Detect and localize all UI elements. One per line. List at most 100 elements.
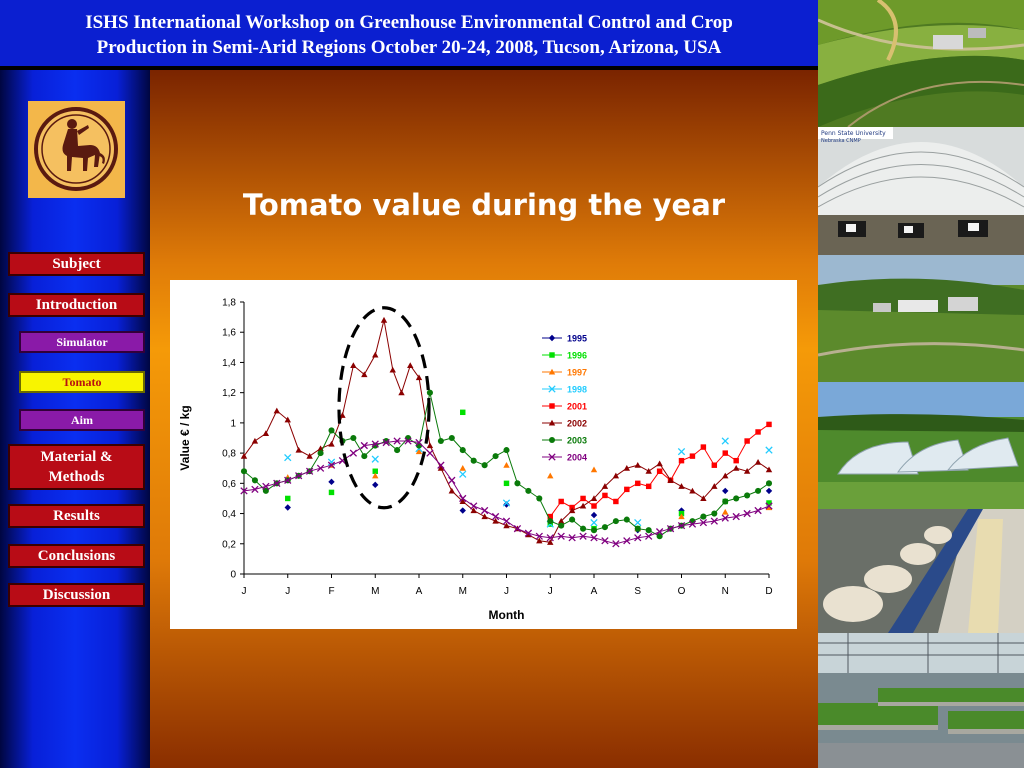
series-2002-point bbox=[689, 487, 696, 494]
series-2003-point bbox=[394, 447, 401, 454]
series-2004-point bbox=[634, 534, 642, 542]
series-2001-point bbox=[635, 480, 641, 487]
x-tick-label: J bbox=[504, 586, 509, 597]
series-2004-point bbox=[732, 512, 740, 521]
x-tick-label: A bbox=[416, 586, 423, 597]
series-2003-point bbox=[492, 453, 499, 460]
x-tick-label: J bbox=[242, 586, 247, 597]
nav-introduction-button[interactable]: Introduction bbox=[8, 293, 145, 317]
series-2002-point bbox=[284, 416, 291, 423]
series-2003-point bbox=[711, 510, 718, 517]
series-2004-point bbox=[535, 532, 543, 540]
y-tick-label: 1,8 bbox=[222, 298, 236, 309]
series-2002-point bbox=[251, 437, 259, 444]
nav-discussion-button[interactable]: Discussion bbox=[8, 583, 145, 607]
tomato-value-chart: 0 0,2 0,4 0,6 0,8 1 1,2 1,4 1,6 1,8 J J F M A M J J A S O N D M… bbox=[170, 280, 797, 629]
workshop-header: ISHS International Workshop on Greenhous… bbox=[0, 0, 818, 68]
series-1997-point bbox=[547, 472, 554, 479]
photo-caption-1: Penn State University bbox=[821, 130, 886, 137]
series-1997-point bbox=[372, 472, 379, 479]
series-2003-point bbox=[765, 480, 773, 487]
series-2002-point bbox=[492, 517, 499, 524]
series-2001-point bbox=[580, 495, 586, 502]
nav-results-button[interactable]: Results bbox=[8, 504, 145, 528]
x-tick-label: F bbox=[328, 586, 334, 597]
chart-svg: 0 0,2 0,4 0,6 0,8 1 1,2 1,4 1,6 1,8 J J F M A M J J A S O N D M… bbox=[178, 298, 773, 622]
nav-tomato-button[interactable]: Tomato bbox=[19, 371, 145, 393]
series-2004-point bbox=[601, 537, 609, 545]
series-1998-point bbox=[634, 518, 642, 527]
nav-simulator-button[interactable]: Simulator bbox=[19, 331, 145, 353]
series-2004-point bbox=[645, 532, 653, 540]
series-2003-point bbox=[251, 477, 258, 484]
legend-label: 1995 bbox=[567, 334, 587, 344]
series-2004-point bbox=[688, 520, 697, 528]
x-axis-label: Month bbox=[489, 608, 525, 622]
series-2004-point bbox=[491, 512, 500, 521]
nav-conclusions-button[interactable]: Conclusions bbox=[8, 544, 145, 568]
series-2002-point bbox=[350, 362, 357, 369]
series-2001-point bbox=[700, 444, 707, 450]
series-1995-point bbox=[722, 487, 729, 495]
series-2002-point bbox=[339, 412, 346, 418]
series-2003-point bbox=[623, 516, 630, 523]
series-2004-point bbox=[415, 438, 423, 447]
nav-material-methods-line-1: Material & bbox=[40, 449, 113, 465]
series-2004-point bbox=[721, 514, 729, 522]
series-2002-point bbox=[361, 371, 368, 378]
series-1998-point bbox=[765, 446, 773, 454]
series-1995-point bbox=[372, 481, 379, 489]
series-2004-point bbox=[612, 540, 620, 548]
series-2002-point bbox=[557, 517, 565, 524]
series-2004-point bbox=[240, 487, 248, 495]
series-1997-point bbox=[722, 508, 729, 515]
legend-marker bbox=[548, 385, 556, 393]
series-2002-line bbox=[243, 319, 770, 543]
series-1996-point bbox=[328, 489, 335, 496]
series-2004-point bbox=[513, 525, 522, 533]
series-2002-point bbox=[306, 452, 313, 459]
series-2002-point bbox=[656, 460, 663, 467]
series-2002-point bbox=[398, 389, 405, 396]
series-2002-point bbox=[568, 507, 576, 514]
nav-aim-button[interactable]: Aim bbox=[19, 409, 145, 431]
series-1996-point bbox=[460, 409, 466, 416]
series-2003-point bbox=[514, 480, 521, 487]
series-2001-point bbox=[733, 457, 739, 464]
series-2002-point bbox=[579, 502, 587, 509]
series-2004-point bbox=[502, 517, 511, 525]
series-2002-point bbox=[407, 362, 414, 369]
series-2001-point bbox=[711, 462, 718, 468]
series-2003-point bbox=[437, 437, 444, 445]
photo-sheep-feeding bbox=[818, 509, 1024, 633]
legend-label: 1998 bbox=[567, 385, 587, 395]
nav-subject-button[interactable]: Subject bbox=[8, 252, 145, 276]
nav-material-methods-button[interactable]: Material & Methods bbox=[8, 444, 145, 490]
x-tick-label: A bbox=[591, 586, 598, 597]
series-2002-point bbox=[525, 531, 532, 538]
series-2004-point bbox=[284, 476, 292, 484]
series-2002-point bbox=[623, 465, 631, 471]
legend-marker bbox=[548, 453, 556, 461]
series-2003-point bbox=[459, 447, 466, 454]
series-2003-point bbox=[547, 518, 554, 525]
series-2003-point bbox=[317, 450, 324, 457]
series-2004-point bbox=[743, 509, 751, 518]
series-2002-point bbox=[634, 462, 641, 468]
series-2004-point bbox=[546, 534, 554, 542]
series-2001-point bbox=[722, 450, 728, 456]
series-2002-point bbox=[601, 483, 609, 489]
series-2002-point bbox=[415, 374, 423, 381]
x-tick-label: N bbox=[722, 586, 729, 597]
series-2004-point bbox=[437, 461, 445, 469]
series-2002-point bbox=[459, 498, 466, 505]
series-2004-point bbox=[765, 502, 773, 510]
y-tick-label: 1,6 bbox=[222, 328, 236, 339]
y-tick-label: 0,2 bbox=[222, 539, 236, 550]
series-2004-point bbox=[699, 518, 708, 527]
series-2003-point bbox=[755, 487, 762, 494]
series-2002-point bbox=[743, 468, 751, 474]
series-2003-point bbox=[240, 468, 248, 475]
series-2004-point bbox=[371, 440, 379, 448]
series-2003-point bbox=[722, 498, 729, 505]
